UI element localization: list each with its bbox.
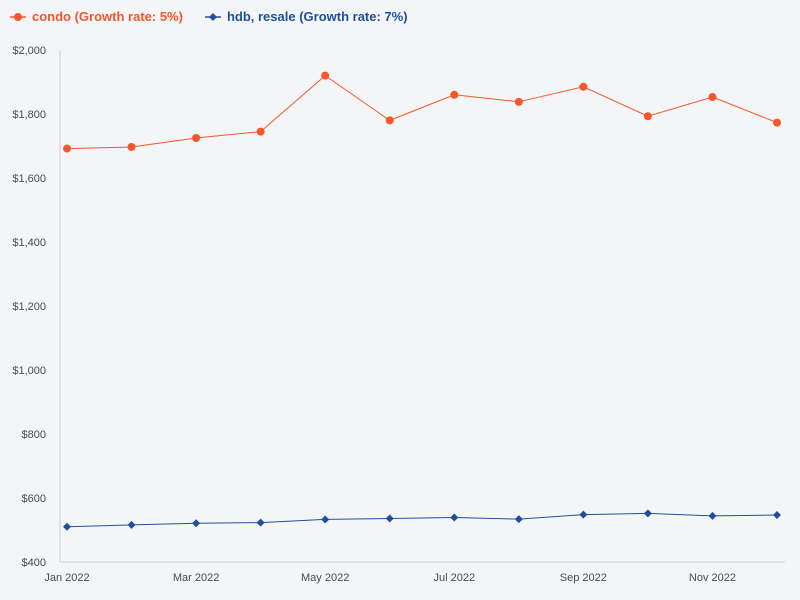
series-line-0 [66,74,778,150]
data-point [643,509,652,518]
legend-item-hdb-resale[interactable]: hdb, resale (Growth rate: 7%) [204,9,408,24]
legend-label-condo: condo (Growth rate: 5%) [32,9,183,24]
data-point [773,118,781,127]
data-point [321,71,330,80]
x-tick-label: Sep 2022 [560,572,607,584]
data-point [579,82,588,91]
data-point [63,522,71,531]
data-point [385,514,394,523]
y-tick-label: $600 [22,493,46,505]
series-line-1 [66,512,778,528]
y-tick-label: $1,400 [12,237,46,249]
data-point [450,513,459,522]
data-point [514,515,523,524]
y-tick-label: $400 [22,557,46,569]
data-point [708,93,717,102]
x-tick-label: Nov 2022 [689,572,736,584]
x-tick-label: Jul 2022 [433,572,475,584]
x-tick-label: May 2022 [301,572,349,584]
data-point [127,520,136,529]
y-tick-label: $1,200 [12,301,46,313]
y-tick-label: $2,000 [12,45,46,57]
data-point [708,511,717,520]
data-point [385,116,394,125]
data-point [773,510,781,519]
legend-marker-diamond-icon [204,12,221,21]
data-point [127,142,136,151]
data-point [643,112,652,121]
x-tick-label: Jan 2022 [44,572,89,584]
data-point [321,515,330,524]
data-point [192,134,201,142]
data-point [514,97,523,106]
data-point [63,144,71,153]
y-tick-label: $800 [22,429,46,441]
y-tick-label: $1,800 [12,109,46,121]
y-tick-label: $1,600 [12,173,46,185]
data-point [256,518,265,527]
y-tick-label: $1,000 [12,365,46,377]
x-tick-label: Mar 2022 [173,572,219,584]
legend-label-hdb-resale: hdb, resale (Growth rate: 7%) [226,9,408,24]
data-point [450,90,459,99]
data-point [256,127,265,136]
legend-marker-circle-icon [10,12,26,21]
data-point [579,510,588,519]
data-point [192,519,201,528]
legend-item-condo[interactable]: condo (Growth rate: 5%) [10,9,183,24]
legend: condo (Growth rate: 5%) hdb, resale (Gro… [10,9,408,24]
